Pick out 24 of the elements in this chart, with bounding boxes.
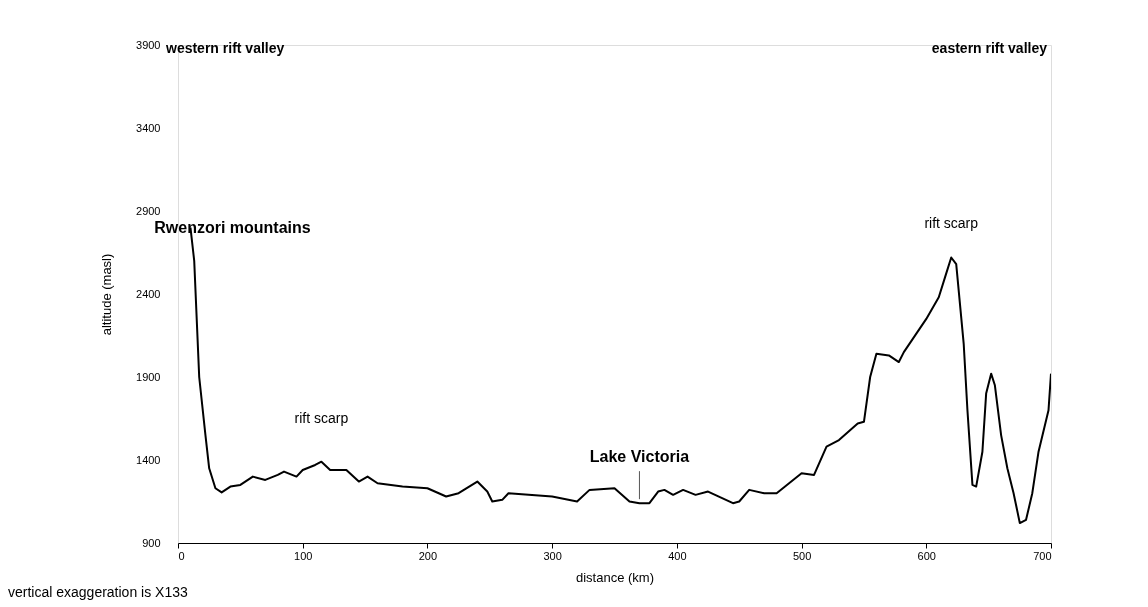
y-tick-label: 3400: [136, 121, 161, 134]
y-tick-label: 2900: [136, 204, 161, 217]
y-axis-title: altitude (masl): [99, 253, 115, 336]
annotation: rift scarp: [294, 409, 349, 426]
x-tick-label: 0: [178, 549, 185, 562]
text: vertical exaggeration is X133: [8, 584, 188, 600]
annotation: Rwenzori mountains: [154, 218, 311, 236]
y-tick-label: 900: [142, 536, 161, 549]
x-tick-label: 600: [917, 549, 936, 562]
annotation: eastern rift valley: [931, 40, 1048, 56]
annotation: Lake Victoria: [589, 448, 690, 466]
x-tick-label: 500: [792, 549, 812, 562]
annotation: western rift valley: [165, 40, 285, 56]
x-tick-label: 200: [418, 549, 438, 562]
x-tick-label: 700: [1033, 549, 1052, 562]
y-tick-label: 1400: [136, 453, 161, 466]
y-tick-label: 2400: [136, 287, 161, 300]
y-tick-label: 3900: [136, 38, 161, 51]
annotation: rift scarp: [924, 215, 979, 232]
x-tick-label: 100: [294, 549, 313, 562]
x-axis-title: distance (km): [575, 569, 655, 585]
x-tick-label: 400: [668, 549, 687, 562]
y-tick-label: 1900: [136, 370, 161, 383]
x-tick-label: 300: [543, 549, 562, 562]
